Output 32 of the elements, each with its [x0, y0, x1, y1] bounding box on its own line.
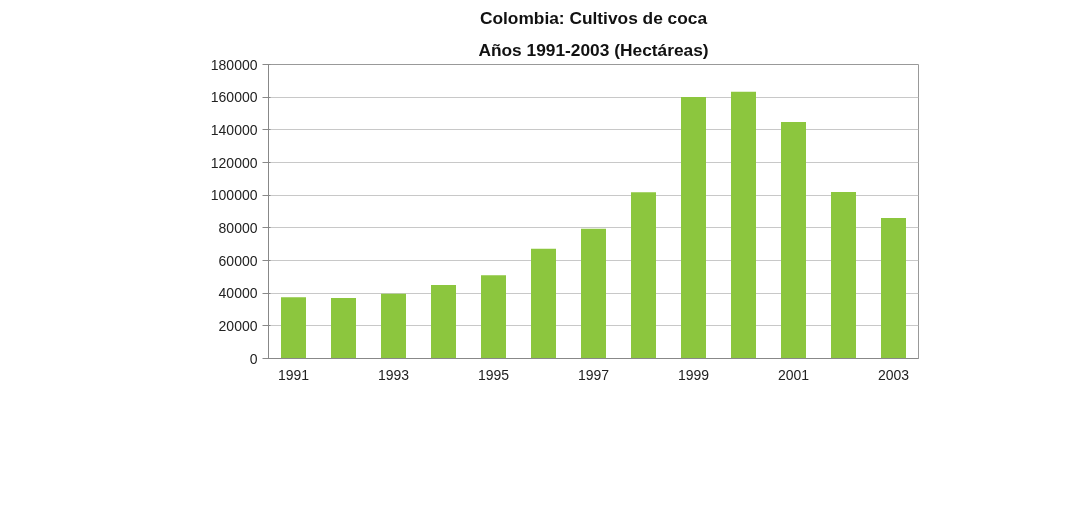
bar [881, 218, 906, 359]
x-tick-label: 1999 [677, 366, 710, 383]
y-tick-label: 0 [249, 350, 258, 367]
bar [431, 285, 456, 359]
x-tick-label: 1993 [377, 366, 410, 383]
y-tick-label: 60000 [218, 252, 258, 269]
y-tick-label: 100000 [210, 187, 258, 204]
y-tick-label: 140000 [210, 121, 258, 138]
bar [331, 297, 356, 359]
bar [581, 228, 606, 359]
x-tick-label: 1995 [477, 366, 510, 383]
x-tick-label: 2003 [877, 366, 910, 383]
bar [731, 91, 756, 359]
y-tick-label: 40000 [218, 285, 258, 302]
y-tick-label: 20000 [218, 317, 258, 334]
chart-subtitle: Años 1991-2003 (Hectáreas) [478, 39, 709, 60]
bar [481, 275, 506, 359]
bar [531, 248, 556, 359]
x-tick-label: 1997 [577, 366, 610, 383]
y-tick-label: 160000 [210, 89, 258, 106]
y-tick-label: 80000 [218, 219, 258, 236]
y-tick-label: 120000 [210, 154, 258, 171]
chart-title: Colombia: Cultivos de coca [479, 7, 708, 28]
bar [281, 297, 306, 359]
bar [681, 97, 706, 359]
bar [831, 191, 856, 359]
x-tick-label: 2001 [777, 366, 810, 383]
bar [381, 293, 406, 359]
y-tick-label: 180000 [210, 56, 258, 73]
bar [631, 192, 656, 359]
bar [781, 121, 806, 359]
x-tick-label: 1991 [277, 366, 310, 383]
